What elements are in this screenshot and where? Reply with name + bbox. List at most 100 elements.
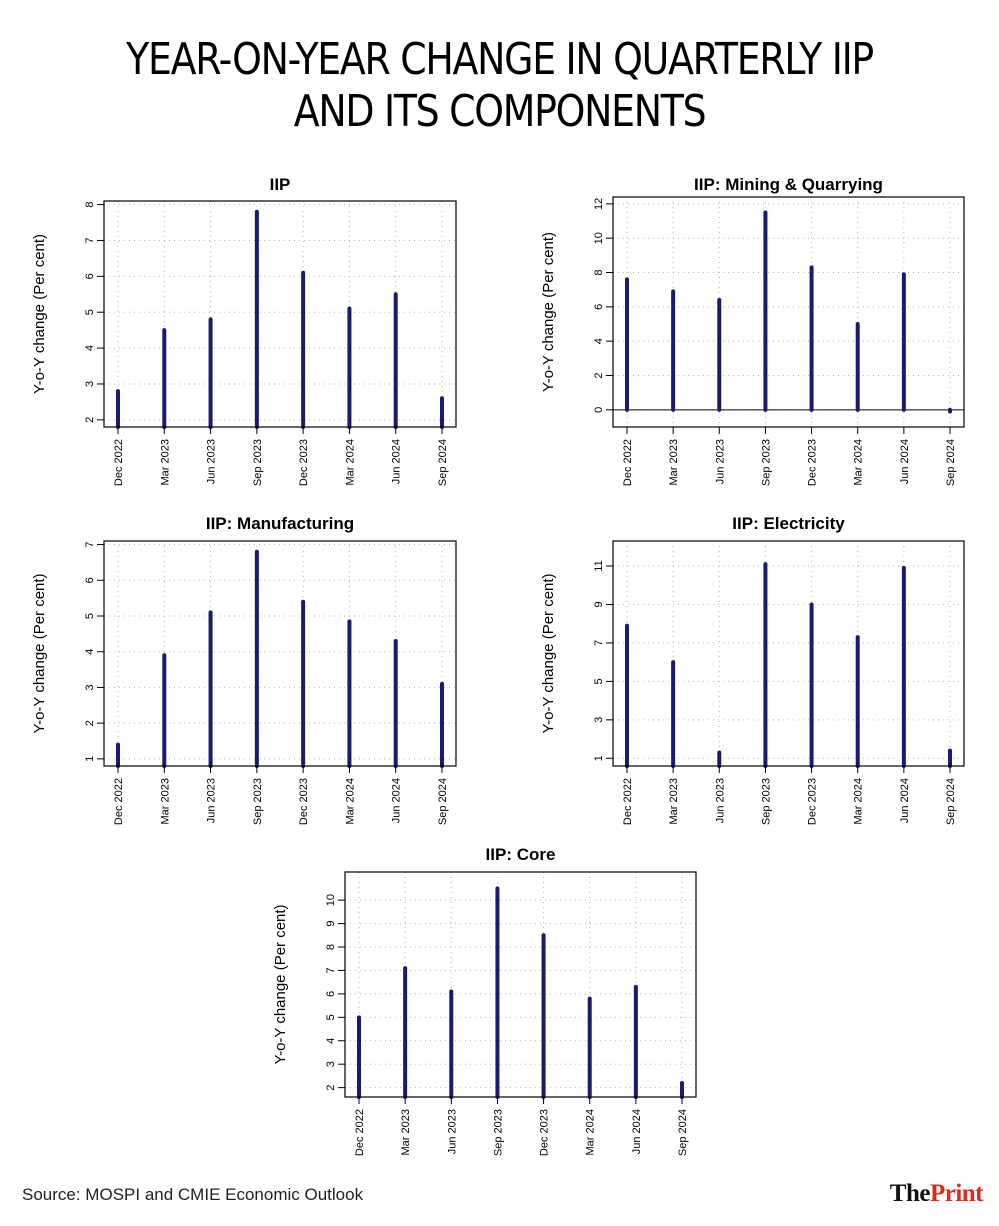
x-tick-label: Dec 2022 xyxy=(113,778,125,825)
y-tick-label: 3 xyxy=(84,381,96,387)
y-tick-label: 1 xyxy=(84,756,96,762)
x-tick-label: Jun 2023 xyxy=(446,1109,458,1154)
x-tick-label: Sep 2023 xyxy=(492,1109,504,1156)
y-tick-label: 7 xyxy=(593,640,605,646)
x-tick-label: Jun 2023 xyxy=(714,439,726,484)
x-tick-label: Mar 2023 xyxy=(400,1109,412,1155)
x-tick-label: Mar 2024 xyxy=(853,439,865,485)
x-tick-label: Jun 2024 xyxy=(631,1109,643,1154)
y-tick-label: 5 xyxy=(593,678,605,684)
y-tick-label: 6 xyxy=(325,991,337,997)
y-tick-label: 11 xyxy=(593,560,605,571)
y-tick-label: 5 xyxy=(84,309,96,315)
x-tick-label: Dec 2023 xyxy=(807,778,819,825)
x-tick-label: Dec 2022 xyxy=(622,439,634,486)
y-tick-label: 3 xyxy=(593,717,605,723)
x-tick-label: Mar 2023 xyxy=(668,439,680,485)
y-tick-label: 5 xyxy=(84,613,96,619)
y-axis-title: Y-o-Y change (Per cent) xyxy=(31,234,48,394)
x-tick-label: Dec 2023 xyxy=(807,439,819,486)
x-tick-label: Sep 2024 xyxy=(945,439,957,486)
chart-title: IIP: Mining & Quarrying xyxy=(694,175,883,194)
y-tick-label: 4 xyxy=(84,649,96,655)
x-tick-label: Sep 2023 xyxy=(760,778,772,825)
chart-1: 2 3 4 5 6 7 8 Dec 2022 Mar 2023 Jun 2023 Sep 2023 D… xyxy=(31,175,457,486)
y-tick-label: 9 xyxy=(593,601,605,607)
y-tick-label: 3 xyxy=(84,684,96,690)
y-tick-label: 6 xyxy=(84,577,96,583)
y-axis-title: Y-o-Y change (Per cent) xyxy=(31,573,48,733)
page-title: YEAR-ON-YEAR CHANGE IN QUARTERLY IIP AND… xyxy=(70,34,929,138)
x-tick-label: Jun 2023 xyxy=(206,439,218,484)
x-tick-label: Dec 2022 xyxy=(354,1109,366,1156)
y-tick-label: 10 xyxy=(593,232,605,244)
x-tick-label: Jun 2024 xyxy=(391,439,403,484)
x-tick-label: Dec 2023 xyxy=(298,778,310,825)
chart-4: 1 3 5 7 9 11 Dec 2022 Mar 2023 Jun 2023 Sep 2023 D… xyxy=(540,514,965,825)
y-tick-label: 4 xyxy=(593,338,605,344)
y-tick-label: 12 xyxy=(593,198,605,210)
y-tick-label: 6 xyxy=(84,273,96,279)
source-note: Source: MOSPI and CMIE Economic Outlook xyxy=(22,1185,364,1204)
x-tick-label: Dec 2022 xyxy=(622,778,634,825)
chart-title: IIP: Manufacturing xyxy=(206,514,354,533)
y-tick-label: 1 xyxy=(593,755,605,761)
page-title-line-2: AND ITS COMPONENTS xyxy=(293,86,707,137)
y-tick-label: 8 xyxy=(84,202,96,208)
x-tick-label: Sep 2023 xyxy=(252,778,264,825)
chart-title: IIP xyxy=(270,175,291,194)
plot-frame xyxy=(103,200,457,428)
plot-frame xyxy=(612,196,965,428)
y-tick-label: 7 xyxy=(325,967,337,973)
chart-3: 1 2 3 4 5 6 7 Dec 2022 Mar 2023 Jun 2023 Sep 2023 D… xyxy=(31,514,457,825)
y-tick-label: 7 xyxy=(84,237,96,243)
y-tick-label: 3 xyxy=(325,1061,337,1067)
x-tick-label: Mar 2024 xyxy=(344,439,356,485)
y-tick-label: 8 xyxy=(593,269,605,275)
y-tick-label: 2 xyxy=(84,720,96,726)
x-tick-label: Dec 2023 xyxy=(539,1109,551,1156)
x-tick-label: Mar 2023 xyxy=(668,778,680,824)
x-tick-label: Mar 2024 xyxy=(585,1109,597,1155)
chart-title: IIP: Core xyxy=(486,845,556,864)
chart-2: 0 2 4 6 8 10 12 Dec 2022 Mar 2023 Jun 2023 Sep 202… xyxy=(540,175,965,486)
x-tick-label: Jun 2024 xyxy=(391,778,403,823)
x-tick-label: Sep 2023 xyxy=(252,439,264,486)
x-tick-label: Jun 2023 xyxy=(714,778,726,823)
y-tick-label: 5 xyxy=(325,1014,337,1020)
x-tick-label: Sep 2023 xyxy=(760,439,772,486)
x-tick-label: Mar 2023 xyxy=(159,439,171,485)
x-tick-label: Sep 2024 xyxy=(945,778,957,825)
y-tick-label: 6 xyxy=(593,304,605,310)
x-tick-label: Sep 2024 xyxy=(677,1109,689,1156)
page-title-line-1: YEAR-ON-YEAR CHANGE IN QUARTERLY IIP xyxy=(126,34,874,85)
y-tick-label: 9 xyxy=(325,921,337,927)
y-tick-label: 4 xyxy=(325,1038,337,1044)
y-tick-label: 4 xyxy=(84,345,96,351)
y-tick-label: 2 xyxy=(84,417,96,423)
x-tick-label: Mar 2024 xyxy=(853,778,865,824)
y-axis-title: Y-o-Y change (Per cent) xyxy=(540,573,557,733)
x-tick-label: Dec 2023 xyxy=(298,439,310,486)
x-tick-label: Sep 2024 xyxy=(437,439,449,486)
y-axis-title: Y-o-Y change (Per cent) xyxy=(540,232,557,392)
x-tick-label: Sep 2024 xyxy=(437,778,449,825)
y-tick-label: 10 xyxy=(325,894,337,906)
x-tick-label: Jun 2024 xyxy=(899,778,911,823)
x-tick-label: Jun 2024 xyxy=(899,439,911,484)
x-tick-label: Mar 2023 xyxy=(159,778,171,824)
chart-title: IIP: Electricity xyxy=(732,514,845,533)
y-tick-label: 8 xyxy=(325,944,337,950)
x-tick-label: Jun 2023 xyxy=(206,778,218,823)
y-tick-label: 7 xyxy=(84,542,96,548)
y-tick-label: 0 xyxy=(593,407,605,413)
y-tick-label: 2 xyxy=(593,372,605,378)
x-tick-label: Dec 2022 xyxy=(113,439,125,486)
y-axis-title: Y-o-Y change (Per cent) xyxy=(272,904,289,1064)
plot-frame xyxy=(344,871,697,1098)
chart-5: 2 3 4 5 6 7 8 9 10 Dec 2022 Mar 2023 Jun 2023 Sep 20… xyxy=(272,845,697,1156)
plot-frame xyxy=(612,540,965,767)
x-tick-label: Mar 2024 xyxy=(344,778,356,824)
plot-frame xyxy=(103,540,457,767)
